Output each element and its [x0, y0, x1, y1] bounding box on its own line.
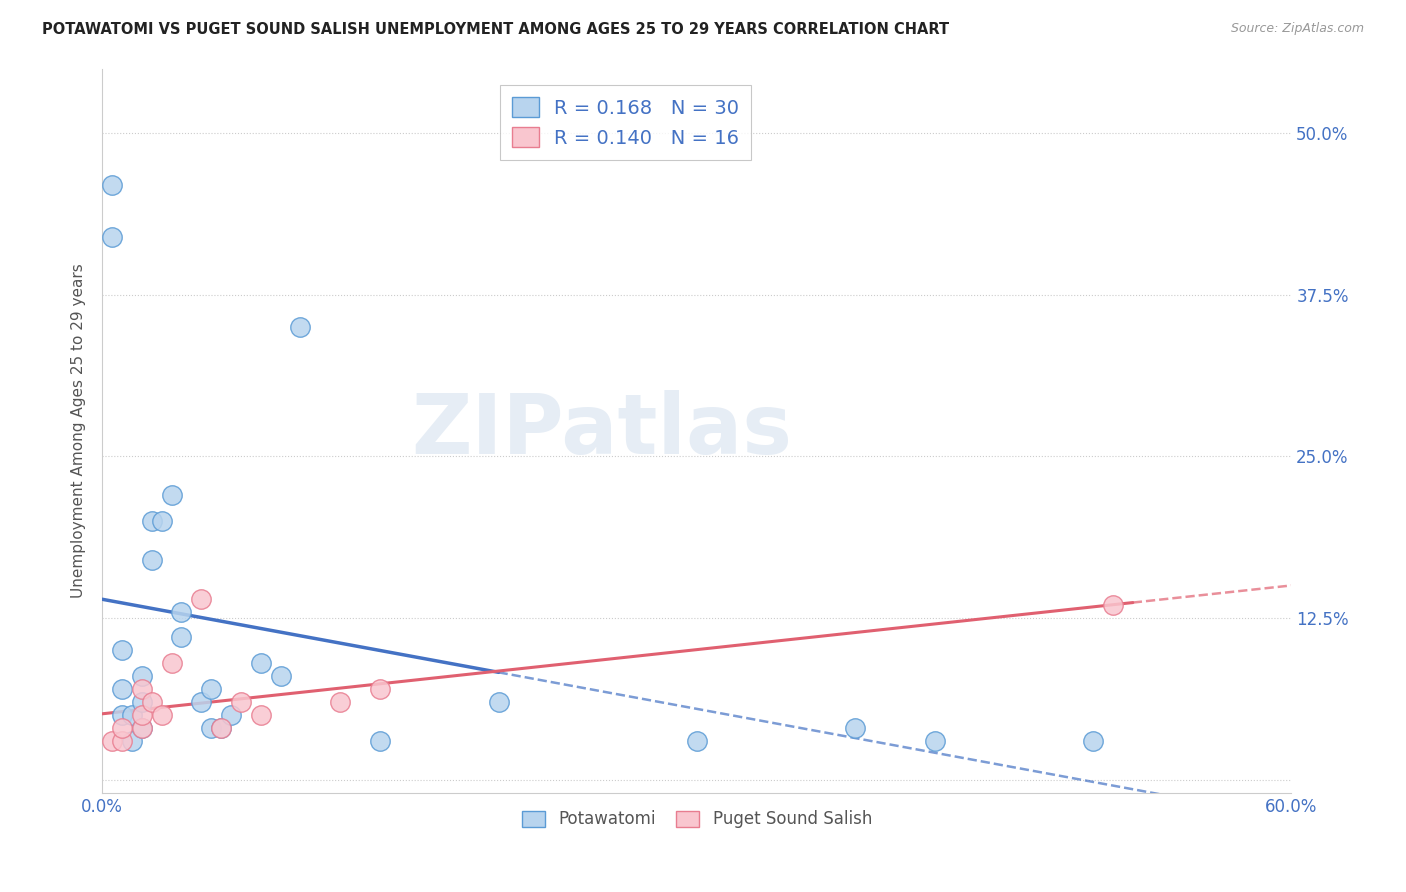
Text: ZIPatlas: ZIPatlas [411, 390, 792, 471]
Text: POTAWATOMI VS PUGET SOUND SALISH UNEMPLOYMENT AMONG AGES 25 TO 29 YEARS CORRELAT: POTAWATOMI VS PUGET SOUND SALISH UNEMPLO… [42, 22, 949, 37]
Text: Source: ZipAtlas.com: Source: ZipAtlas.com [1230, 22, 1364, 36]
Y-axis label: Unemployment Among Ages 25 to 29 years: Unemployment Among Ages 25 to 29 years [72, 263, 86, 598]
Legend: Potawatomi, Puget Sound Salish: Potawatomi, Puget Sound Salish [515, 804, 879, 835]
